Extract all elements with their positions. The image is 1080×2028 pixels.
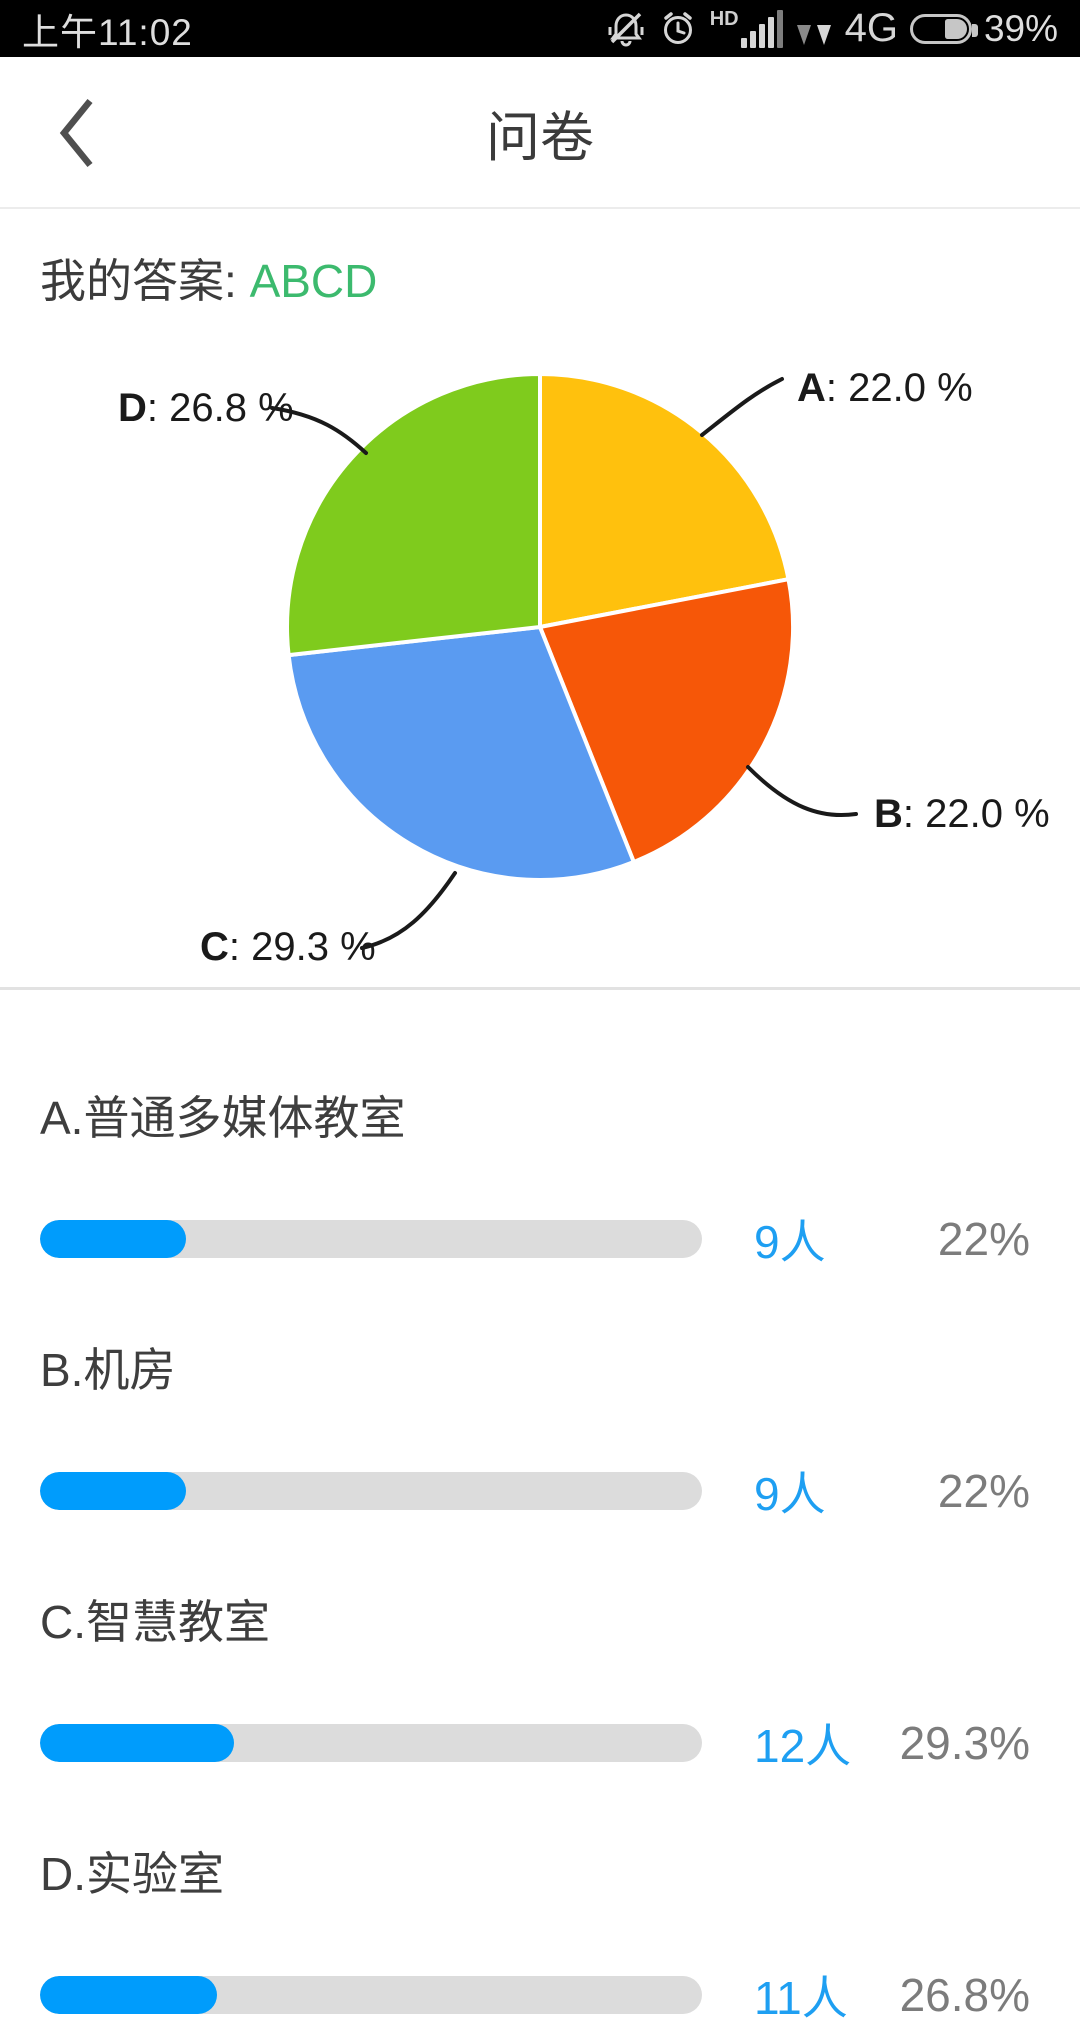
result-section: 我的答案: ABCD A: 22.0 % B: 22.0 % C: 29.3 %… (0, 209, 1080, 990)
page-title: 问卷 (486, 107, 594, 168)
leader-line-b (746, 765, 858, 818)
option-progress-fill (40, 1724, 234, 1762)
option-title: C.智慧教室 (40, 1596, 270, 1648)
pie-label-d: D: 26.8 % (118, 386, 294, 430)
option-count: 9人 (754, 1216, 826, 1268)
option-percent: 29.3% (899, 1717, 1030, 1769)
pie-chart: A: 22.0 % B: 22.0 % C: 29.3 % D: 26.8 % (0, 315, 1080, 975)
option-progress-fill (40, 1220, 186, 1258)
leader-line-a (700, 377, 784, 437)
section-divider (0, 987, 1080, 990)
chevron-left-icon (59, 98, 93, 168)
options-list: A.普通多媒体教室 9人 22% B.机房 9人 22% C.智慧教室 12人 … (0, 990, 1080, 2028)
leader-line-d (270, 406, 368, 455)
my-answer-label: 我的答案: (40, 255, 237, 307)
bell-muted-icon (606, 9, 646, 49)
hd-badge: HD (709, 7, 739, 30)
option-percent: 22% (937, 1465, 1030, 1517)
option-count: 12人 (754, 1720, 852, 1772)
option-progress-fill (40, 1976, 218, 2014)
battery-percent-label: 39% (983, 7, 1058, 49)
option-title: D.实验室 (40, 1848, 224, 1900)
option-count: 11人 (754, 1972, 848, 2024)
my-answer-line: 我的答案: ABCD (0, 209, 1080, 311)
option-row: C.智慧教室 12人 29.3% (40, 1586, 1030, 1776)
option-row: A.普通多媒体教室 9人 22% (40, 1082, 1030, 1272)
pie-label-c: C: 29.3 % (200, 925, 376, 969)
battery-icon (909, 13, 978, 44)
option-progress-fill (40, 1472, 186, 1510)
option-percent: 26.8% (899, 1969, 1030, 2021)
pie-label-b: B: 22.0 % (874, 792, 1050, 836)
leader-line-c (360, 871, 457, 950)
status-bar: 上午11:02 HD (0, 0, 1080, 57)
option-progress-track (40, 1724, 702, 1762)
my-answer-value: ABCD (249, 255, 378, 307)
option-title: B.机房 (40, 1344, 176, 1396)
pie-slice-d (285, 372, 542, 658)
option-title: A.普通多媒体教室 (40, 1092, 406, 1144)
header: 问卷 (0, 57, 1080, 209)
option-count: 9人 (754, 1468, 826, 1520)
network-type-label: 4G (844, 6, 898, 50)
pie-slices (285, 372, 796, 882)
back-button[interactable] (52, 93, 104, 173)
pie-slice-c (286, 625, 636, 882)
network-arrows-icon (795, 11, 833, 47)
status-time: 上午11:02 (22, 11, 193, 53)
pie-slice-a (538, 372, 791, 629)
pie-label-a: A: 22.0 % (797, 366, 973, 410)
alarm-clock-icon (658, 9, 698, 49)
option-progress-track (40, 1472, 702, 1510)
option-percent: 22% (937, 1213, 1030, 1265)
option-progress-track (40, 1976, 702, 2014)
signal-bars-icon: HD (709, 7, 783, 48)
option-row: B.机房 9人 22% (40, 1334, 1030, 1524)
option-progress-track (40, 1220, 702, 1258)
option-row: D.实验室 11人 26.8% (40, 1838, 1030, 2028)
pie-slice-b (538, 577, 796, 864)
